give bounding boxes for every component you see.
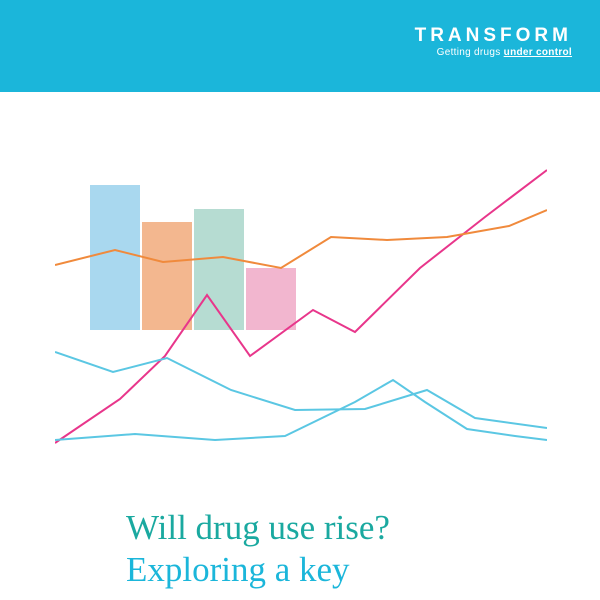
brand-tagline: Getting drugs under control <box>415 47 572 58</box>
brand-block: TRANSFORM Getting drugs under control <box>415 26 572 58</box>
chart-bar <box>246 268 296 330</box>
chart-area <box>55 140 547 470</box>
title-line-1: Will drug use rise? <box>126 507 390 548</box>
chart-svg <box>55 140 547 470</box>
header-band: TRANSFORM Getting drugs under control <box>0 0 600 92</box>
chart-bar <box>142 222 192 330</box>
brand-name: TRANSFORM <box>415 26 572 45</box>
brand-tag-under: under control <box>504 47 572 58</box>
title-block: Will drug use rise? Exploring a key <box>126 507 390 590</box>
title-line-2: Exploring a key <box>126 549 390 590</box>
header-stripe <box>0 0 600 6</box>
page-root: { "colors": { "header_band": "#1bb6da", … <box>0 0 600 600</box>
chart-bar <box>90 185 140 330</box>
brand-tag-prefix: Getting drugs <box>437 47 504 58</box>
